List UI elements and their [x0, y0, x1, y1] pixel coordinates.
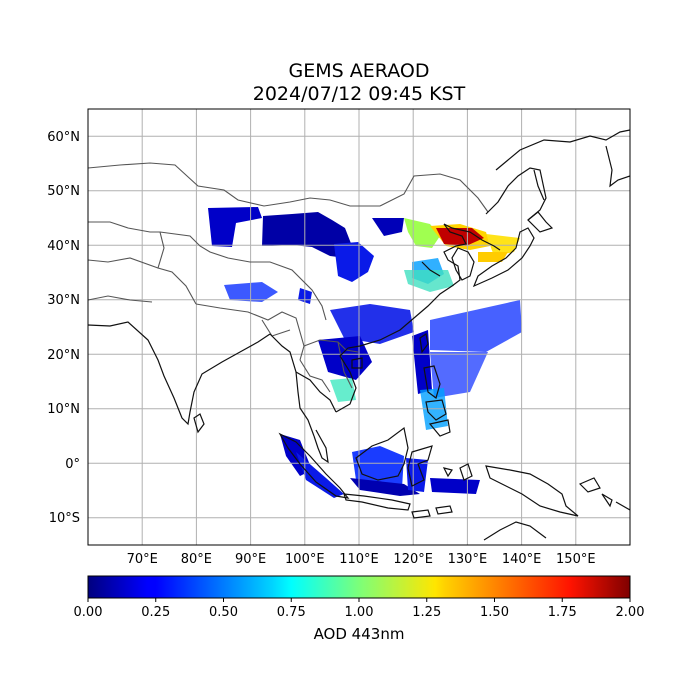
- colorbar-tick-8: 2.00: [616, 605, 645, 620]
- lat-tick-30n: 30°N: [47, 293, 80, 308]
- colorbar-tick-6: 1.50: [480, 605, 509, 620]
- colorbar-tick-1: 0.25: [141, 605, 170, 620]
- lat-tick-50n: 50°N: [47, 184, 80, 199]
- aod-patch-mongolia: [208, 207, 262, 247]
- colorbar-gradient: [87, 575, 631, 599]
- map-frame: [87, 108, 631, 546]
- aod-patch-north-china: [262, 212, 352, 258]
- colorbar-tick-5: 1.25: [412, 605, 441, 620]
- lon-tick-100e: 100°E: [285, 552, 325, 567]
- aod-patch-banda: [430, 478, 480, 494]
- lon-tick-110e: 110°E: [339, 552, 379, 567]
- colorbar-label: AOD 443nm: [314, 625, 405, 643]
- aod-patch-east-china: [404, 270, 454, 292]
- aod-patch-japan-sea: [478, 252, 508, 262]
- lon-tick-90e: 90°E: [235, 552, 266, 567]
- lon-tick-labels: 70°E 80°E 90°E 100°E 110°E 120°E 130°E 1…: [127, 552, 596, 567]
- lat-tick-labels: 60°N 50°N 40°N 30°N 20°N 10°N 0° 10°S: [47, 130, 80, 526]
- colorbar-tick-0: 0.00: [74, 605, 103, 620]
- aod-patch-java: [350, 478, 420, 496]
- aod-patch-yellow-sea: [404, 218, 440, 248]
- aod-patch-taiwan-east: [412, 330, 432, 394]
- lat-tick-10s: 10°S: [49, 511, 80, 526]
- aod-patch-pacific-2: [430, 352, 488, 398]
- lon-tick-140e: 140°E: [502, 552, 542, 567]
- aod-patch-sumatra: [296, 452, 344, 498]
- colorbar-tick-2: 0.50: [209, 605, 238, 620]
- coastlines: [88, 129, 630, 541]
- colorbar-tick-4: 1.00: [345, 605, 374, 620]
- lat-tick-60n: 60°N: [47, 130, 80, 145]
- lon-tick-130e: 130°E: [448, 552, 488, 567]
- aod-patch-pacific-1: [430, 300, 522, 352]
- map-timestamp: 2024/07/12 09:45 KST: [252, 83, 466, 105]
- aod-patch-manchuria: [372, 218, 404, 236]
- colorbar-tick-7: 1.75: [548, 605, 577, 620]
- colorbar-tick-3: 0.75: [277, 605, 306, 620]
- country-borders: [88, 162, 489, 393]
- lon-tick-120e: 120°E: [393, 552, 433, 567]
- lat-tick-10n: 10°N: [47, 402, 80, 417]
- lon-tick-80e: 80°E: [181, 552, 212, 567]
- map-gridlines: [88, 109, 630, 545]
- aod-patch-korea-max: [436, 228, 484, 246]
- aod-patch-inner-mongolia: [334, 242, 374, 282]
- colorbar: 0.00 0.25 0.50 0.75 1.00 1.25 1.50 1.75 …: [74, 575, 645, 643]
- lat-tick-40n: 40°N: [47, 239, 80, 254]
- lon-tick-70e: 70°E: [127, 552, 158, 567]
- lat-tick-20n: 20°N: [47, 348, 80, 363]
- lon-tick-150e: 150°E: [556, 552, 596, 567]
- lat-tick-0: 0°: [65, 457, 80, 472]
- aod-data-layer: [208, 207, 522, 498]
- map-title: GEMS AERAOD: [288, 60, 430, 82]
